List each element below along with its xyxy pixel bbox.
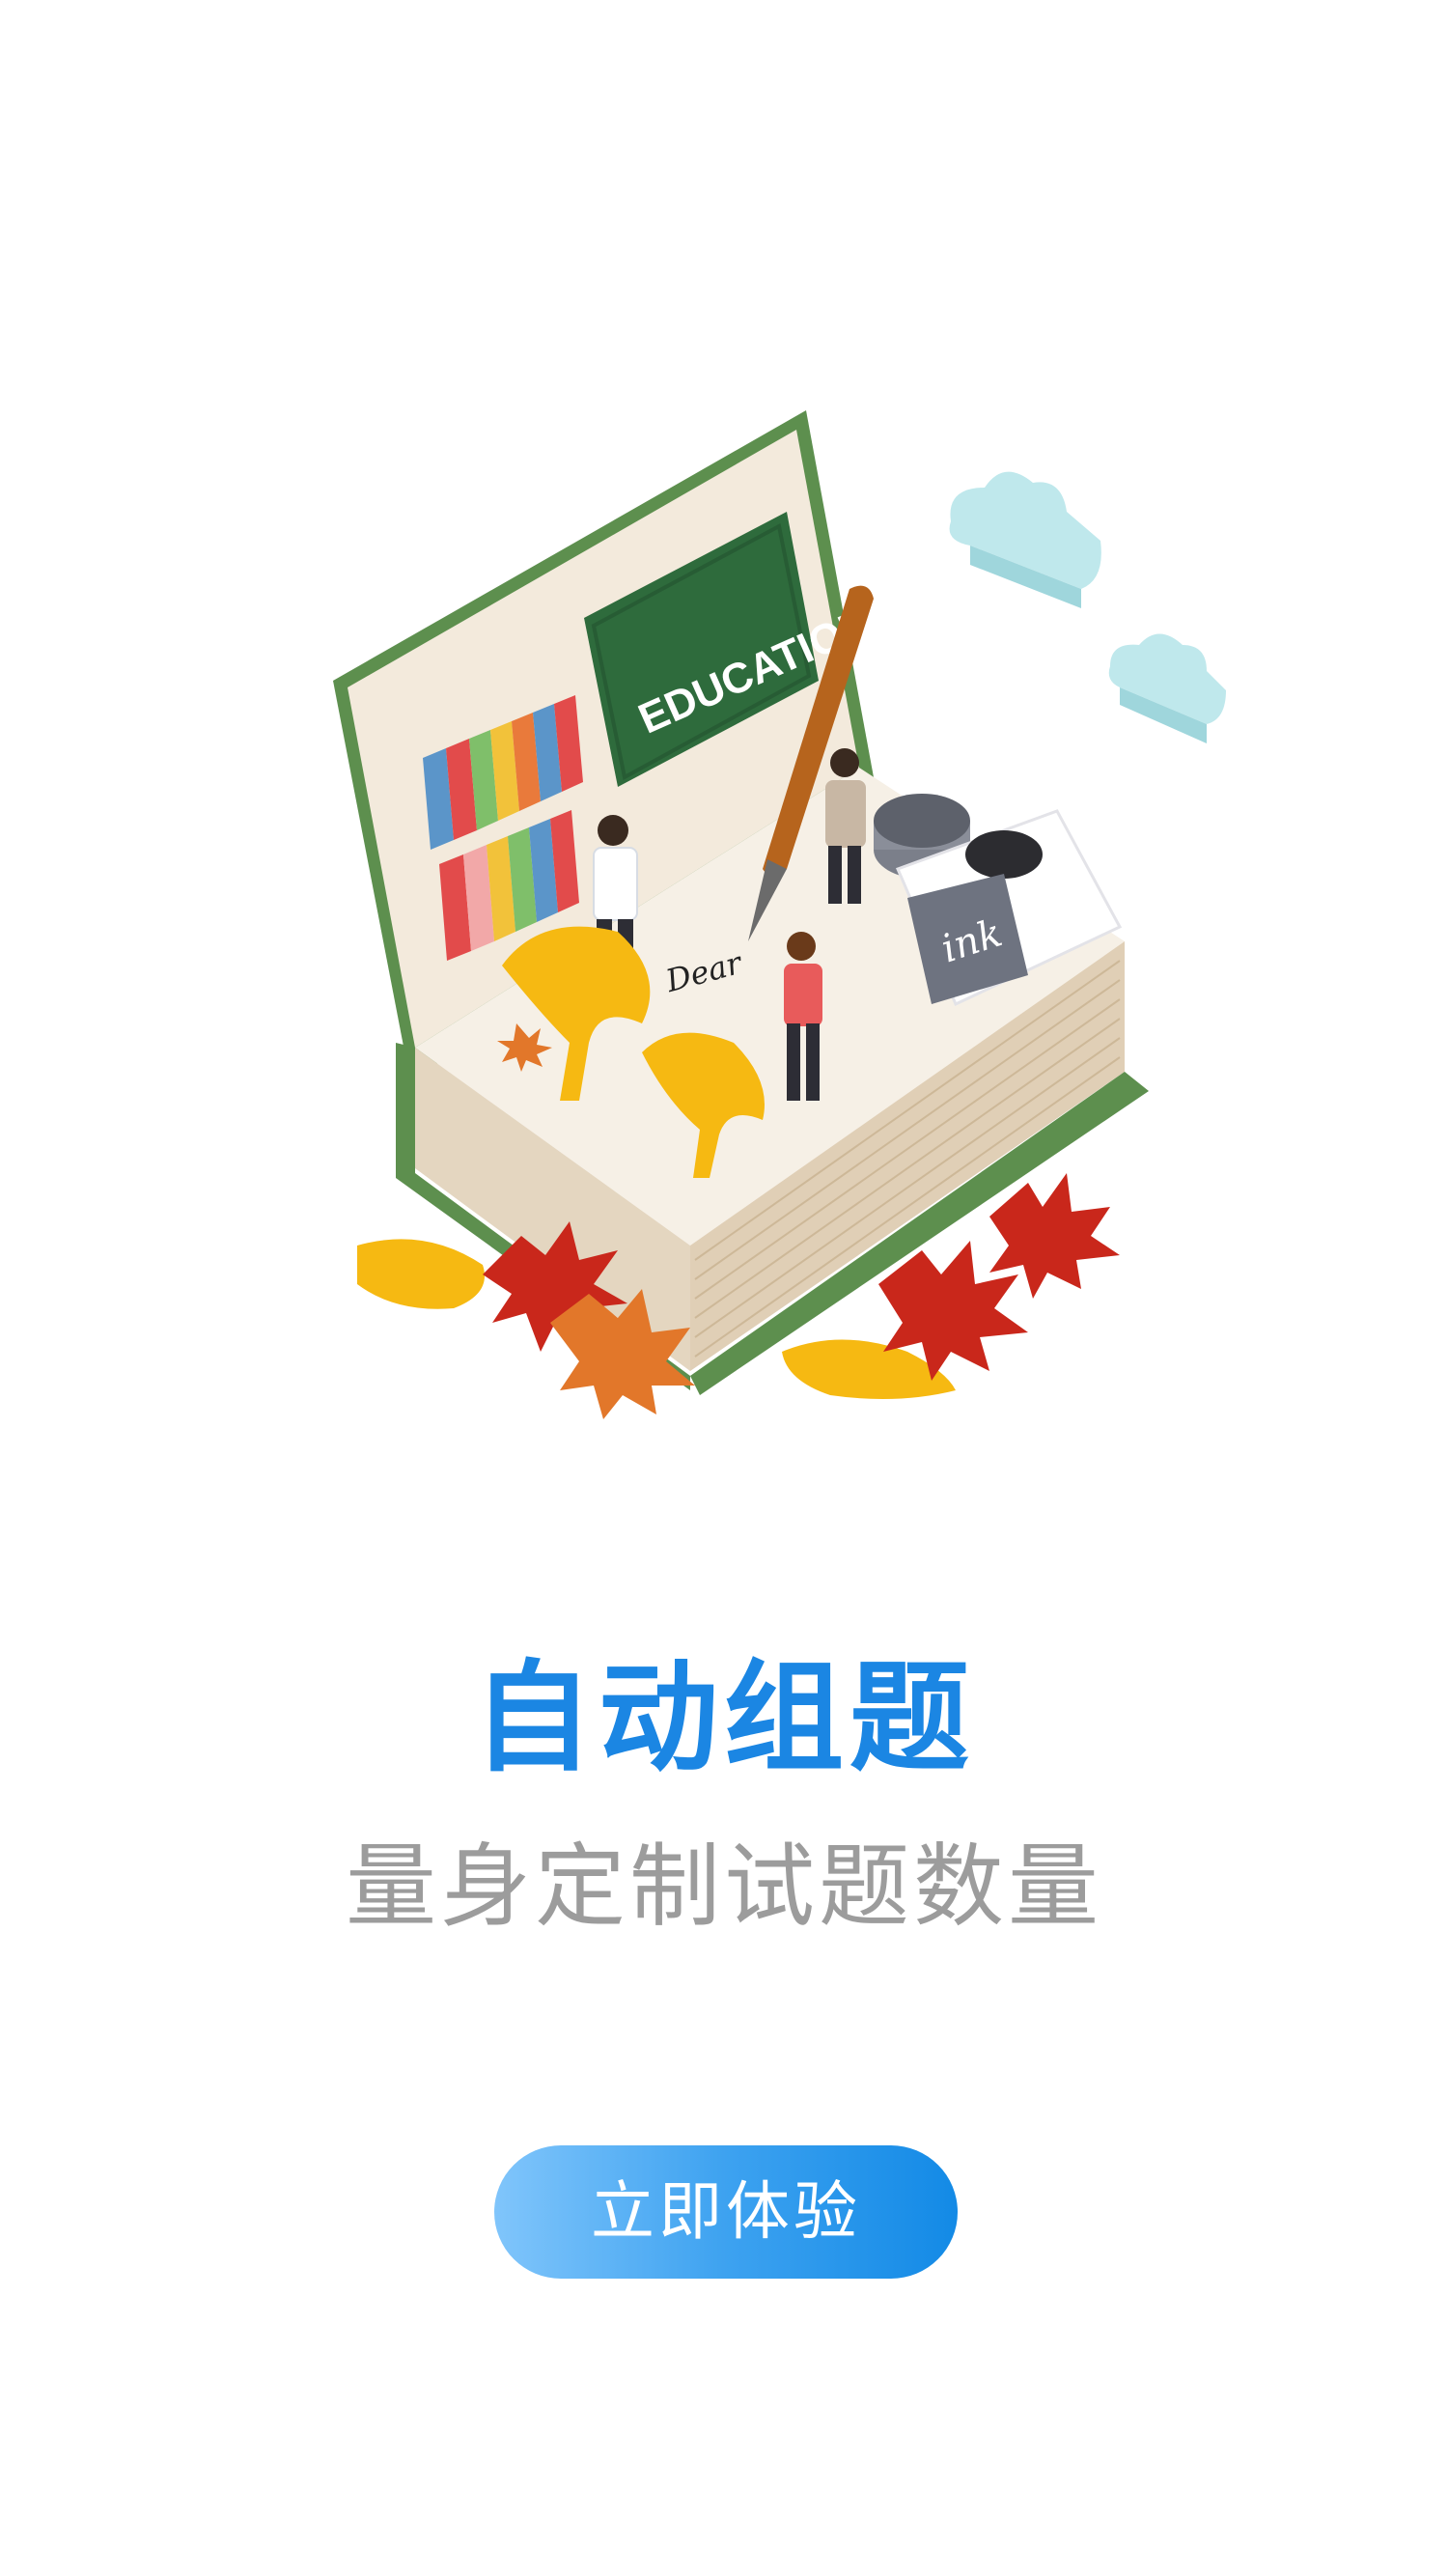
maple-leaf-icon: [483, 1221, 695, 1419]
person-icon: [784, 932, 822, 1101]
page-title: 自动组题: [472, 1648, 975, 1788]
try-now-button[interactable]: 立即体验: [494, 2145, 958, 2279]
ginkgo-leaf-icon: [502, 926, 651, 1101]
maple-leaf-icon: [878, 1173, 1120, 1381]
book-icon: EDUCATION: [333, 410, 1149, 1395]
education-book-illustration: EDUCATION: [333, 410, 1226, 1419]
ginkgo-leaf-icon: [357, 1239, 956, 1399]
ginkgo-leaf-icon: [642, 1032, 765, 1178]
person-icon: [825, 748, 866, 904]
ink-bottle-icon: ink: [874, 794, 1123, 1007]
maple-leaf-icon: [497, 1023, 552, 1072]
cloud-icon: [949, 471, 1101, 608]
bookshelf: [423, 695, 583, 961]
cloud-icon: [1108, 633, 1226, 743]
page-subtitle: 量身定制试题数量: [345, 1834, 1102, 1940]
